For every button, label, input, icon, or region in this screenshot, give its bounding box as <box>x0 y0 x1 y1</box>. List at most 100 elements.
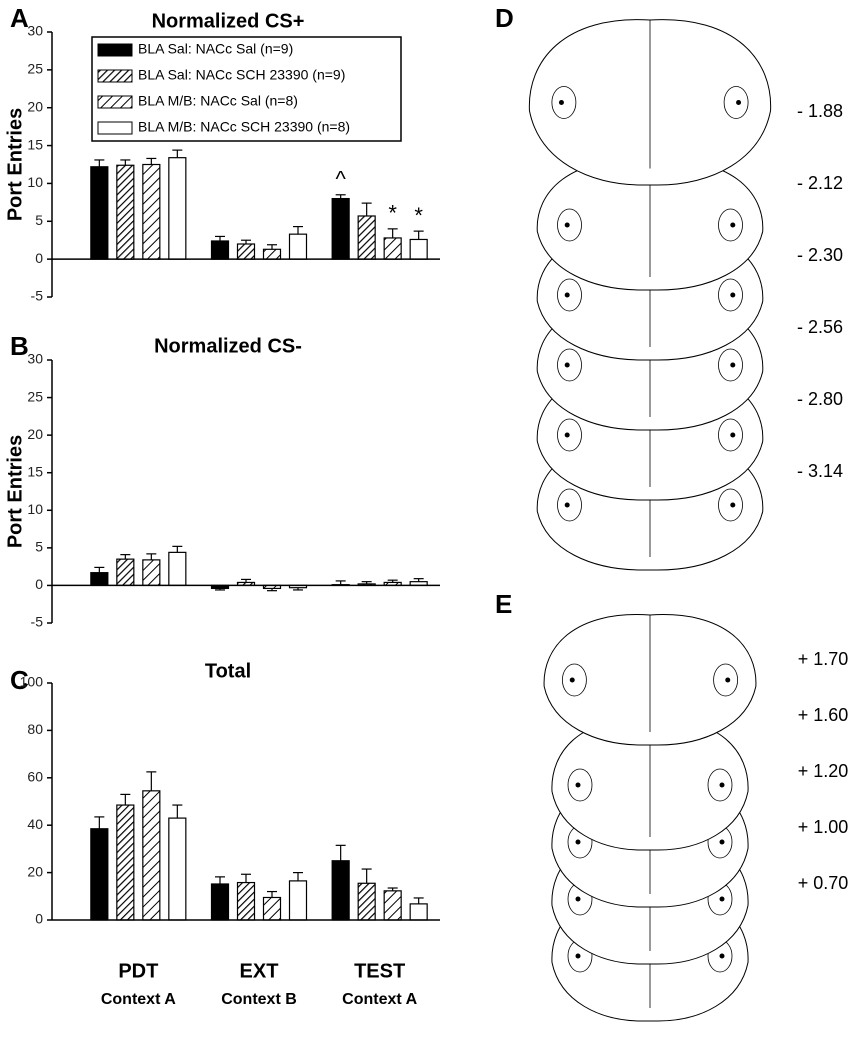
y-tick-label: 100 <box>20 674 44 690</box>
nucleus <box>718 278 743 312</box>
y-axis-label: Port Entries <box>4 435 26 548</box>
placement-dot <box>575 896 581 902</box>
bar <box>288 880 308 921</box>
y-tick-label: -5 <box>31 288 44 304</box>
bar <box>168 817 187 921</box>
placement-dot <box>719 839 725 845</box>
placement-dot <box>730 222 736 228</box>
y-tick-label: 0 <box>35 250 43 266</box>
placement-dot <box>575 782 581 788</box>
legend-label: BLA Sal: NACc Sal (n=9) <box>138 41 293 57</box>
placement-dot <box>575 839 581 845</box>
legend-swatch <box>97 95 133 109</box>
bar <box>142 163 161 260</box>
nucleus <box>567 768 593 802</box>
legend-label: BLA M/B: NACc SCH 23390 (n=8) <box>138 119 350 135</box>
annotation: ^ <box>336 167 347 192</box>
coordinate-label: - 2.56 <box>797 317 843 337</box>
placement-dot <box>564 432 570 438</box>
nucleus <box>718 418 743 452</box>
nucleus <box>718 348 743 382</box>
y-tick-label: 15 <box>27 463 43 479</box>
nucleus <box>557 348 582 382</box>
nucleus <box>557 278 582 312</box>
y-tick-label: 15 <box>27 136 43 152</box>
coordinate-label: + 1.20 <box>798 761 849 781</box>
panel-label: A <box>10 3 29 33</box>
y-tick-label: 60 <box>27 769 43 785</box>
x-tick-label: PDT <box>118 960 158 982</box>
x-tick-sublabel: Context A <box>101 991 176 1008</box>
bar <box>168 157 187 260</box>
y-axis-label: Port Entries <box>4 108 26 221</box>
placement-dot <box>558 100 564 105</box>
coordinate-label: - 3.14 <box>797 461 843 481</box>
coordinate-label: - 1.88 <box>797 101 843 121</box>
placement-dot <box>730 362 736 368</box>
y-tick-label: 30 <box>27 23 43 39</box>
placement-dot <box>725 677 731 683</box>
bar <box>383 890 402 921</box>
chart-title: Total <box>205 660 251 682</box>
nucleus <box>718 488 743 522</box>
placement-dot <box>569 677 575 683</box>
placement-dot <box>719 953 725 959</box>
placement-dot <box>719 896 725 902</box>
chart-title: Normalized CS+ <box>152 10 305 32</box>
y-tick-label: 80 <box>27 721 43 737</box>
legend-box <box>91 36 402 142</box>
chart-title: Normalized CS- <box>154 335 302 357</box>
y-tick-label: 5 <box>35 212 43 228</box>
nucleus <box>557 418 582 452</box>
y-tick-label: 25 <box>27 388 43 404</box>
coordinate-label: + 1.00 <box>798 817 849 837</box>
bar <box>288 233 308 260</box>
placement-dot <box>736 100 742 105</box>
bar <box>357 215 376 260</box>
y-tick-label: 0 <box>35 576 43 592</box>
nucleus <box>557 488 582 522</box>
placement-dot <box>575 953 581 959</box>
nucleus <box>718 208 743 242</box>
placement-dot <box>730 292 736 298</box>
bar <box>409 903 428 921</box>
bar <box>357 882 376 921</box>
y-tick-label: 10 <box>27 174 43 190</box>
legend-label: BLA M/B: NACc Sal (n=8) <box>138 93 298 109</box>
nucleus <box>713 663 738 697</box>
y-tick-label: 25 <box>27 61 43 77</box>
legend-swatch <box>97 43 133 57</box>
panel-label: E <box>495 589 512 619</box>
coordinate-label: + 0.70 <box>798 873 849 893</box>
y-tick-label: 10 <box>27 501 43 517</box>
placement-dot <box>719 782 725 788</box>
y-tick-label: 20 <box>27 426 43 442</box>
bar <box>90 572 109 587</box>
coordinate-label: + 1.60 <box>798 705 849 725</box>
y-tick-label: 0 <box>35 911 43 927</box>
coordinate-label: + 1.70 <box>798 649 849 669</box>
placement-dot <box>564 502 570 508</box>
x-tick-label: TEST <box>354 960 405 982</box>
legend-swatch <box>97 121 133 135</box>
bar <box>210 240 230 260</box>
y-tick-label: 20 <box>27 98 43 114</box>
y-tick-label: -5 <box>31 614 44 630</box>
panel-label: C <box>10 665 29 695</box>
y-tick-label: 20 <box>27 863 43 879</box>
nucleus <box>707 768 733 802</box>
x-tick-label: EXT <box>240 960 279 982</box>
annotation: * <box>414 203 423 228</box>
panel-label: D <box>495 3 514 33</box>
y-tick-label: 40 <box>27 816 43 832</box>
coordinate-label: - 2.80 <box>797 389 843 409</box>
bar <box>331 860 350 921</box>
x-tick-sublabel: Context B <box>221 991 297 1008</box>
bar <box>142 790 161 921</box>
placement-dot <box>730 502 736 508</box>
bar <box>236 243 256 260</box>
bar <box>236 881 256 921</box>
placement-dot <box>564 222 570 228</box>
bar <box>90 828 109 921</box>
bar <box>210 883 230 921</box>
